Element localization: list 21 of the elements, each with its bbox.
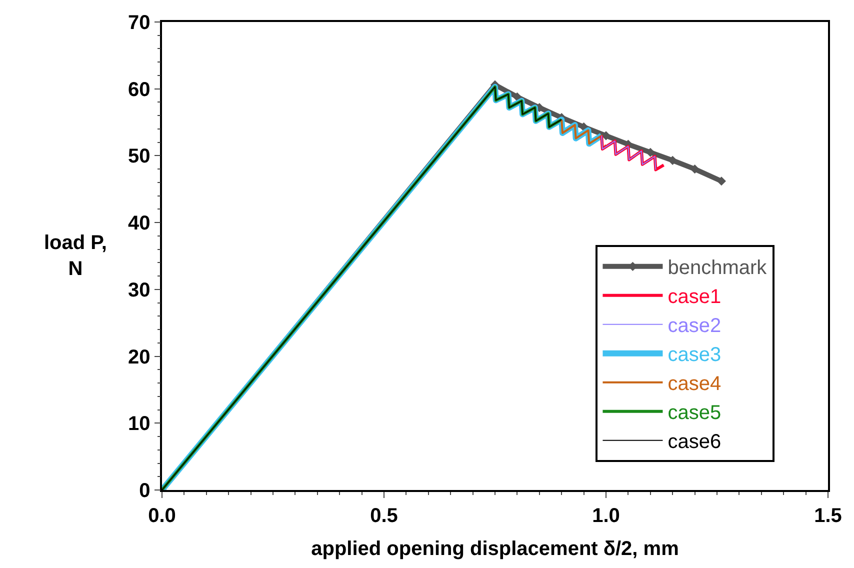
y-tick-label: 20 [128,346,150,368]
legend-label: case5 [668,402,722,424]
y-tick-label: 60 [128,78,150,101]
legend-label: case3 [668,344,722,366]
legend-label: case4 [668,373,722,396]
y-tick-label: 10 [128,413,150,436]
legend-label: case2 [668,315,722,338]
x-tick-label: 0.5 [370,504,398,527]
x-tick-label: 1.0 [592,504,620,527]
y-axis-title: load P, N [44,232,107,280]
y-tick-label: 70 [128,12,150,34]
x-tick-label: 0.0 [148,504,176,527]
legend-label: benchmark [668,257,768,280]
y-tick-label: 40 [128,212,150,235]
legend-label: case1 [668,286,722,308]
y-tick-label: 30 [128,279,150,302]
y-tick-label: 50 [128,146,150,168]
legend-label: case6 [668,431,722,454]
x-axis-title: applied opening displacement δ/2, mm [311,538,679,560]
x-tick-label: 1.5 [814,504,842,527]
y-tick-label: 0 [139,480,150,502]
